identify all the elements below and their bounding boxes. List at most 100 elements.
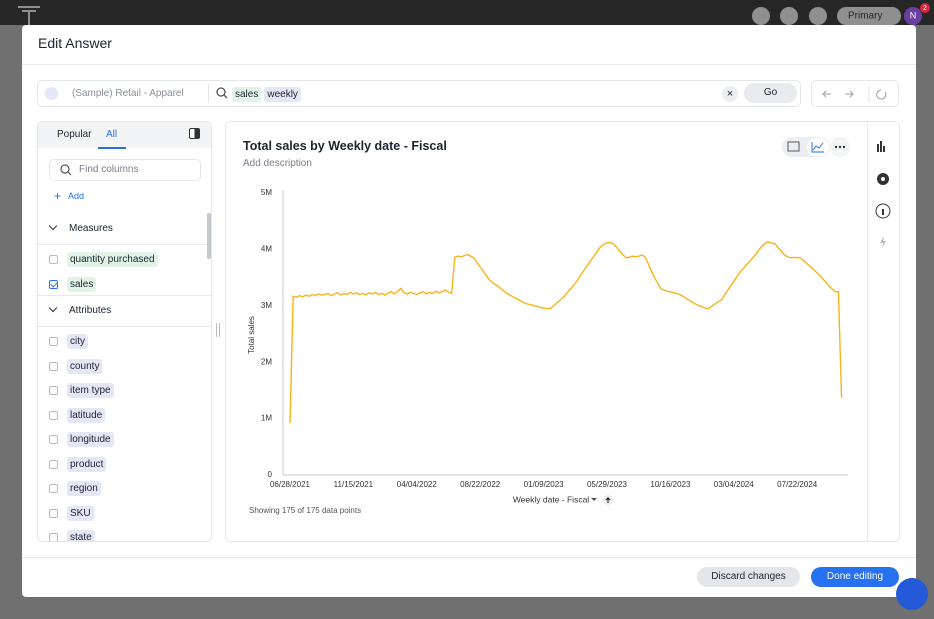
info-icon-bar	[882, 209, 884, 215]
tab-bar	[38, 122, 211, 148]
column-name[interactable]: state	[67, 530, 95, 541]
column-name[interactable]: sales	[67, 276, 97, 292]
x-tick-label: 01/09/2023	[524, 480, 565, 489]
add-link[interactable]: Add	[68, 191, 85, 201]
circle-part	[834, 145, 838, 149]
checkbox[interactable]	[49, 484, 58, 493]
group-title: Attributes	[69, 305, 112, 316]
x-tick-label: 08/22/2022	[460, 480, 501, 489]
chart-subtitle[interactable]: Add description	[243, 158, 312, 169]
column-name[interactable]: region	[67, 481, 101, 496]
y-tick-label: 2M	[261, 357, 272, 366]
checkbox[interactable]	[49, 386, 58, 395]
y-tick-label: 0	[268, 470, 273, 479]
notification-count: 2	[923, 5, 927, 12]
line-part	[67, 171, 72, 176]
modal-title: Edit Answer	[38, 35, 112, 51]
search-bar[interactable]	[37, 80, 801, 107]
line-part	[223, 94, 228, 99]
undo[interactable]	[822, 90, 831, 98]
history-icons	[822, 86, 887, 102]
checkbox[interactable]	[49, 533, 58, 541]
checkbox[interactable]	[49, 361, 58, 371]
reset[interactable]	[876, 89, 887, 100]
checkbox[interactable]	[49, 435, 58, 444]
chart: Total sales Weekly date - Fiscal Showing…	[247, 188, 848, 515]
account-button[interactable]	[837, 7, 901, 25]
x-axis-label[interactable]: Weekly date - Fiscal	[513, 494, 589, 504]
help-icon[interactable]	[809, 7, 827, 25]
checkbox[interactable]	[49, 255, 58, 264]
chart-title: Total sales by Weekly date - Fiscal	[243, 139, 447, 153]
y-tick-label: 1M	[261, 414, 272, 423]
x-axis-menu[interactable]	[591, 498, 597, 501]
tab[interactable]: All	[106, 129, 118, 140]
rect-part	[883, 146, 885, 152]
logo	[18, 6, 40, 25]
settings-icon-center	[881, 177, 885, 181]
source-icon	[45, 87, 58, 100]
column-name[interactable]: county	[67, 358, 103, 374]
redo[interactable]	[845, 90, 854, 98]
chart-type-icon[interactable]	[877, 141, 885, 152]
checkbox[interactable]	[49, 279, 58, 289]
column-name[interactable]: SKU	[67, 505, 94, 521]
panel-toggle[interactable]	[189, 128, 200, 139]
scrollbar	[207, 213, 211, 259]
divider	[22, 64, 916, 65]
checkbox[interactable]	[49, 459, 58, 469]
apps-icon[interactable]	[780, 7, 798, 25]
go-button[interactable]: Go	[744, 83, 797, 103]
rect-part	[880, 141, 882, 152]
chart-footnote: Showing 175 of 175 data points	[249, 506, 361, 515]
x-tick-label: 06/28/2021	[270, 480, 311, 489]
circle-part	[838, 145, 842, 149]
chart-view	[811, 142, 824, 153]
x-tick-label: 11/15/2021	[334, 480, 374, 489]
line-series	[289, 241, 843, 424]
x-tick-label: 10/16/2023	[650, 480, 691, 489]
search-icon[interactable]	[752, 7, 770, 25]
more-dots	[834, 145, 846, 149]
checkbox[interactable]	[49, 337, 58, 346]
avatar[interactable]	[904, 7, 922, 25]
checkbox[interactable]	[49, 508, 58, 518]
app-bar	[0, 0, 934, 25]
find-columns-placeholder: Find columns	[79, 164, 139, 175]
y-tick-label: 3M	[261, 301, 272, 310]
done-button[interactable]: Done editing	[811, 567, 899, 587]
y-axis-label[interactable]: Total sales	[247, 316, 256, 354]
y-tick-label: 4M	[261, 245, 272, 254]
clear-button[interactable]: ×	[722, 86, 738, 102]
rect-part	[877, 144, 879, 152]
column-name[interactable]: product	[67, 456, 107, 472]
column-name[interactable]: city	[67, 334, 88, 349]
column-name[interactable]: latitude	[67, 407, 106, 423]
chat-button[interactable]	[896, 578, 928, 610]
chart-panel	[225, 121, 900, 542]
chart-tools	[787, 137, 891, 248]
find-columns-input[interactable]	[49, 159, 201, 181]
resize-handle[interactable]	[216, 323, 220, 337]
column-name[interactable]: longitude	[67, 432, 114, 447]
checkbox[interactable]	[49, 410, 58, 420]
source-name[interactable]: (Sample) Retail - Apparel	[72, 88, 184, 99]
search-token[interactable]: weekly	[264, 87, 301, 102]
discard-button[interactable]: Discard changes	[697, 567, 800, 587]
x-tick-label: 07/22/2024	[777, 480, 818, 489]
table-view[interactable]	[787, 141, 800, 152]
info-icon[interactable]	[875, 203, 891, 219]
divider	[38, 295, 211, 296]
column-name[interactable]: item type	[67, 383, 114, 398]
search-token[interactable]: sales	[232, 87, 262, 102]
insights-icon[interactable]	[880, 236, 886, 248]
circle-part	[842, 145, 846, 149]
search-tokens: sales weekly	[232, 87, 301, 102]
account-label: Primary	[848, 11, 882, 22]
tab[interactable]: Popular	[57, 129, 92, 140]
notification-badge	[920, 3, 930, 13]
divider	[208, 84, 209, 103]
column-name[interactable]: quantity purchased	[67, 252, 158, 267]
